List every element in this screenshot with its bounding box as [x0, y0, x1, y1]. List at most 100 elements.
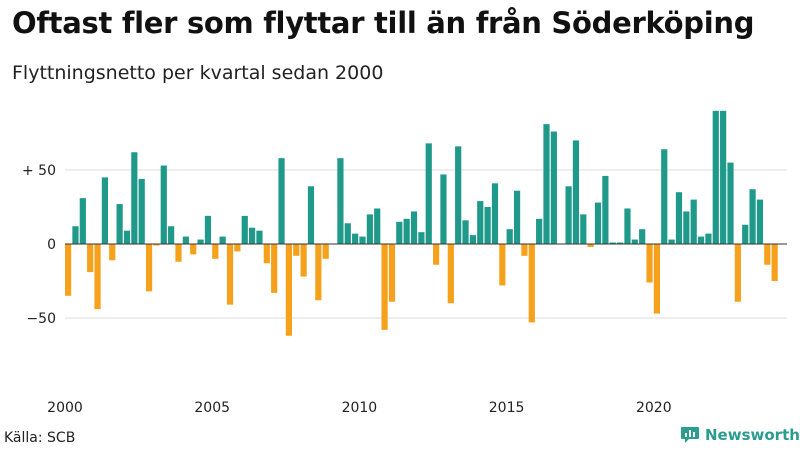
bar	[521, 244, 528, 256]
x-tick-label: 2010	[342, 400, 378, 416]
newsworthy-logo-icon	[681, 427, 699, 443]
bar	[182, 236, 189, 244]
y-tick-label: −50	[26, 311, 56, 327]
bar	[462, 220, 469, 244]
bar	[263, 244, 270, 264]
bar	[764, 244, 771, 265]
bar	[587, 244, 594, 247]
bar	[226, 244, 234, 305]
bar	[94, 244, 101, 310]
bar	[72, 226, 79, 244]
y-axis-labels: + 50 0 −50	[22, 163, 56, 327]
bar	[396, 221, 403, 244]
bar	[720, 110, 727, 244]
bar	[249, 227, 256, 244]
bar	[315, 244, 322, 301]
bar	[138, 178, 145, 244]
bar	[646, 244, 653, 283]
bar	[491, 183, 499, 244]
bar	[631, 239, 638, 244]
bar	[190, 244, 197, 255]
bar	[543, 124, 550, 244]
bar	[668, 239, 675, 244]
bar	[727, 162, 734, 244]
bar	[153, 244, 160, 246]
bar	[624, 208, 631, 244]
bar	[168, 226, 175, 244]
bar	[352, 233, 359, 244]
brand[interactable]: Newsworthy	[680, 426, 800, 444]
x-tick-label: 2015	[489, 400, 525, 416]
bar	[683, 211, 690, 244]
bar	[469, 235, 476, 244]
bar	[241, 215, 248, 244]
bar	[160, 165, 167, 244]
x-tick-label: 2020	[636, 400, 672, 416]
bar	[212, 244, 219, 259]
x-tick-label: 2000	[47, 400, 83, 416]
bar	[771, 244, 778, 281]
bar	[513, 190, 521, 244]
bar	[123, 230, 131, 244]
x-axis-labels: 2000 2005 2010 2015 2020	[47, 400, 671, 416]
bar	[410, 211, 418, 244]
bar	[418, 232, 425, 244]
bar	[366, 214, 373, 244]
bar	[300, 244, 307, 277]
bar	[145, 244, 153, 292]
bar	[675, 192, 683, 244]
bar	[307, 186, 315, 244]
bar	[609, 242, 616, 244]
bar	[285, 244, 292, 336]
bar	[278, 158, 285, 244]
chart-title: Oftast fler som flyttar till än från Söd…	[12, 6, 755, 40]
y-tick-label: 0	[47, 237, 56, 253]
bar	[175, 244, 182, 262]
bar	[749, 189, 756, 244]
bar	[742, 224, 749, 244]
bar	[477, 201, 484, 244]
bar	[131, 152, 138, 244]
bar	[219, 236, 226, 244]
bar	[234, 244, 241, 252]
bar	[690, 199, 697, 244]
bar	[337, 158, 344, 244]
bar	[440, 174, 447, 244]
bar	[661, 149, 668, 244]
bar	[550, 131, 557, 244]
bar	[565, 186, 572, 244]
bar	[204, 215, 212, 244]
brand-name: Newsworthy	[705, 426, 800, 444]
chart-subtitle: Flyttningsnetto per kvartal sedan 2000	[12, 62, 384, 84]
bar	[697, 236, 705, 244]
bar	[381, 244, 388, 330]
bar	[734, 244, 741, 302]
bar	[580, 214, 587, 244]
source-label: Källa: SCB	[4, 430, 76, 446]
bar	[374, 208, 381, 244]
bar	[705, 233, 712, 244]
bar	[87, 244, 94, 273]
bar	[344, 223, 351, 244]
bar	[536, 218, 543, 244]
bar	[322, 244, 329, 259]
bar	[528, 244, 535, 323]
bar	[433, 244, 440, 265]
bar	[756, 199, 764, 244]
y-tick-label: + 50	[22, 163, 56, 179]
bar	[425, 143, 432, 244]
bar	[197, 239, 204, 244]
bar	[116, 204, 123, 244]
bar	[388, 244, 396, 302]
bar	[293, 244, 300, 256]
bar	[712, 110, 719, 244]
bar	[271, 244, 278, 293]
bar	[506, 229, 513, 244]
bar	[101, 177, 108, 244]
bar	[653, 244, 660, 314]
bar	[359, 236, 366, 244]
bar	[79, 198, 86, 244]
bar	[602, 175, 609, 244]
bar	[65, 244, 72, 296]
